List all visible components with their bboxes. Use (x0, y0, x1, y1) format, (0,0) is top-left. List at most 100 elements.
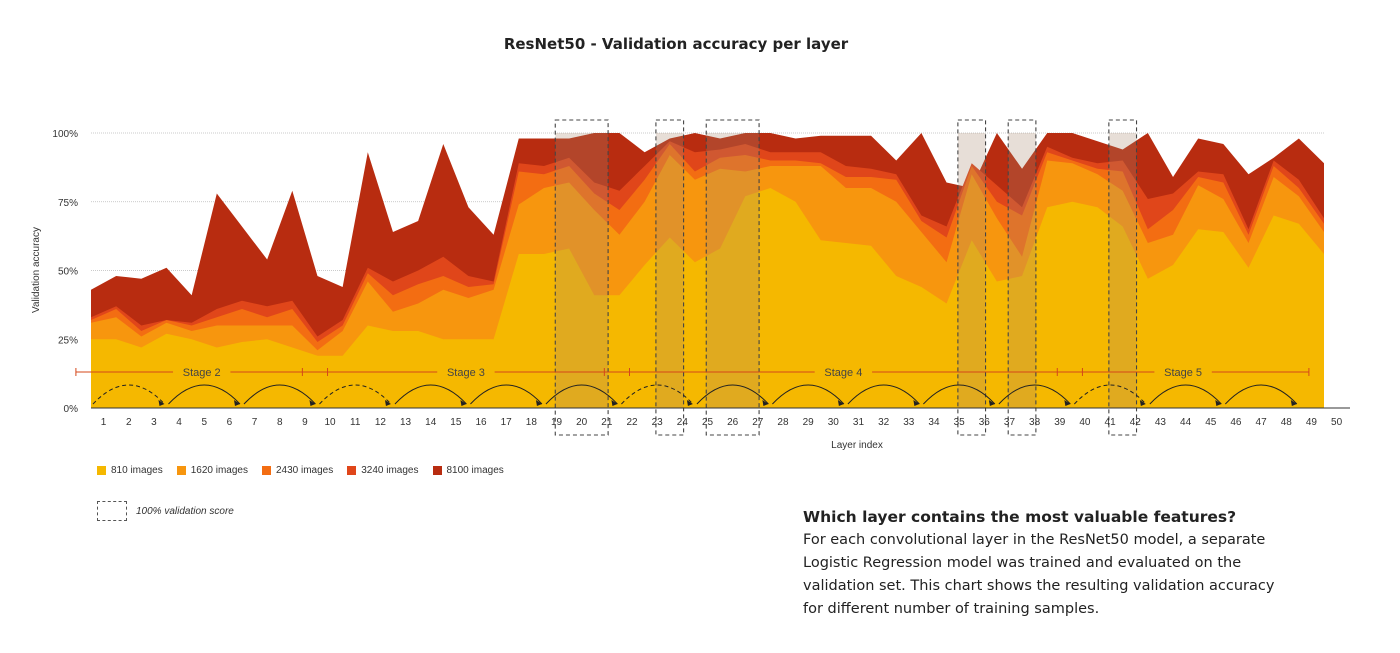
x-tick-label: 46 (1230, 417, 1242, 428)
legend-label: 8100 images (446, 465, 504, 476)
legend-item: 2430 images (261, 465, 334, 476)
skip-arc (470, 384, 543, 405)
stage-label: Stage 3 (447, 367, 485, 379)
skip-arc-arrow (158, 400, 165, 406)
full-score-box (705, 119, 760, 436)
x-tick-label: 44 (1180, 417, 1192, 428)
skip-arc-arrow (913, 400, 920, 406)
x-tick-label: 30 (828, 417, 840, 428)
x-tick-label: 18 (526, 417, 538, 428)
dashed-box-swatch (97, 501, 127, 521)
skip-arc-arrow (1290, 400, 1297, 406)
x-tick-label: 39 (1054, 417, 1066, 428)
x-tick-label: 49 (1306, 417, 1318, 428)
skip-arc-arrow (1139, 400, 1146, 406)
skip-arc-arrow (384, 400, 391, 406)
stage-label: Stage 5 (1164, 367, 1202, 379)
x-tick-label: 19 (551, 417, 563, 428)
x-tick-label: 5 (201, 417, 207, 428)
full-score-highlights (554, 119, 1138, 436)
x-tick-label: 45 (1205, 417, 1217, 428)
skip-arc (847, 384, 920, 405)
legend-swatch (97, 466, 106, 475)
skip-arc-arrow (1215, 400, 1222, 406)
legend-swatch (261, 466, 271, 475)
stage-label-bg (437, 364, 495, 380)
x-tick-label: 34 (928, 417, 940, 428)
skip-arc-arrow (837, 400, 844, 406)
skip-arc (772, 384, 845, 405)
legend-item: 810 images (97, 465, 163, 476)
stage-label-bg (1154, 364, 1212, 380)
x-tick-label: 20 (576, 417, 588, 428)
x-tick-label: 8 (277, 417, 283, 428)
skip-arc-arrow (988, 400, 995, 406)
x-tick-label: 36 (979, 417, 991, 428)
stage-label: Stage 4 (824, 367, 862, 379)
box-legend-label: 100% validation score (136, 505, 234, 517)
skip-arc (168, 384, 241, 405)
full-score-shade (555, 133, 609, 408)
x-tick-label: 12 (375, 417, 387, 428)
full-score-box (655, 119, 685, 436)
box-legend: 100% validation score (97, 501, 234, 521)
x-tick-label: 24 (677, 417, 689, 428)
y-axis-label: Validation accuracy (31, 227, 42, 313)
x-tick-label: 48 (1281, 417, 1293, 428)
skip-arc (696, 384, 769, 405)
skip-arc (1224, 384, 1298, 405)
x-tick-label: 15 (450, 417, 462, 428)
skip-arc (1074, 384, 1147, 405)
area-series (91, 133, 1324, 408)
skip-arc (545, 384, 618, 405)
legend-swatch (176, 466, 186, 475)
skip-arc (1149, 384, 1222, 405)
legend-item: 8100 images (432, 465, 504, 476)
note-line: Logistic Regression model was trained an… (803, 555, 1242, 571)
x-tick-label: 28 (777, 417, 789, 428)
full-score-shade (706, 133, 760, 408)
x-tick-label: 11 (350, 417, 361, 428)
skip-arc (394, 384, 467, 405)
x-tick-label: 42 (1130, 417, 1142, 428)
x-tick-label: 27 (752, 417, 764, 428)
x-tick-label: 26 (727, 417, 739, 428)
x-tick-label: 7 (252, 417, 258, 428)
stage-label-bg (173, 364, 231, 380)
x-tick-label: 41 (1105, 417, 1117, 428)
skip-arc-arrow (762, 400, 769, 406)
note-title: Which layer contains the most valuable f… (803, 508, 1237, 526)
x-tick-label: 6 (227, 417, 233, 428)
skip-arc-arrow (1064, 400, 1071, 406)
skip-arc (621, 384, 694, 405)
x-tick-label: 38 (1029, 417, 1041, 428)
x-tick-label: 9 (302, 417, 308, 428)
x-tick-label: 35 (954, 417, 966, 428)
x-tick-label: 47 (1256, 417, 1268, 428)
legend-label: 1620 images (190, 465, 248, 476)
x-tick-label: 29 (803, 417, 815, 428)
full-score-box (554, 119, 609, 436)
x-tick-label: 2 (126, 417, 132, 428)
explanation-note: Which layer contains the most valuable f… (803, 508, 1323, 621)
full-score-shade (655, 133, 684, 408)
legend-item: 1620 images (176, 465, 248, 476)
legend-label: 2430 images (275, 465, 334, 476)
x-tick-label: 16 (475, 417, 487, 428)
stage-label: Stage 2 (183, 367, 221, 379)
y-tick-label: 75% (58, 198, 78, 209)
note-line: validation set. This chart shows the res… (803, 578, 1275, 594)
legend: 810 images 1620 images 2430 images 3240 ima… (97, 465, 504, 476)
x-tick-label: 21 (601, 417, 613, 428)
skip-arc-arrow (233, 400, 240, 406)
x-tick-label: 32 (878, 417, 890, 428)
x-tick-label: 50 (1331, 417, 1343, 428)
x-tick-label: 14 (425, 417, 437, 428)
x-axis-label: Layer index (831, 440, 883, 451)
legend-swatch (347, 466, 357, 475)
skip-arc (923, 384, 996, 405)
skip-arc-arrow (460, 400, 467, 406)
skip-arc-arrow (535, 400, 542, 406)
full-score-box (1108, 119, 1138, 436)
legend-label: 3240 images (361, 465, 419, 476)
